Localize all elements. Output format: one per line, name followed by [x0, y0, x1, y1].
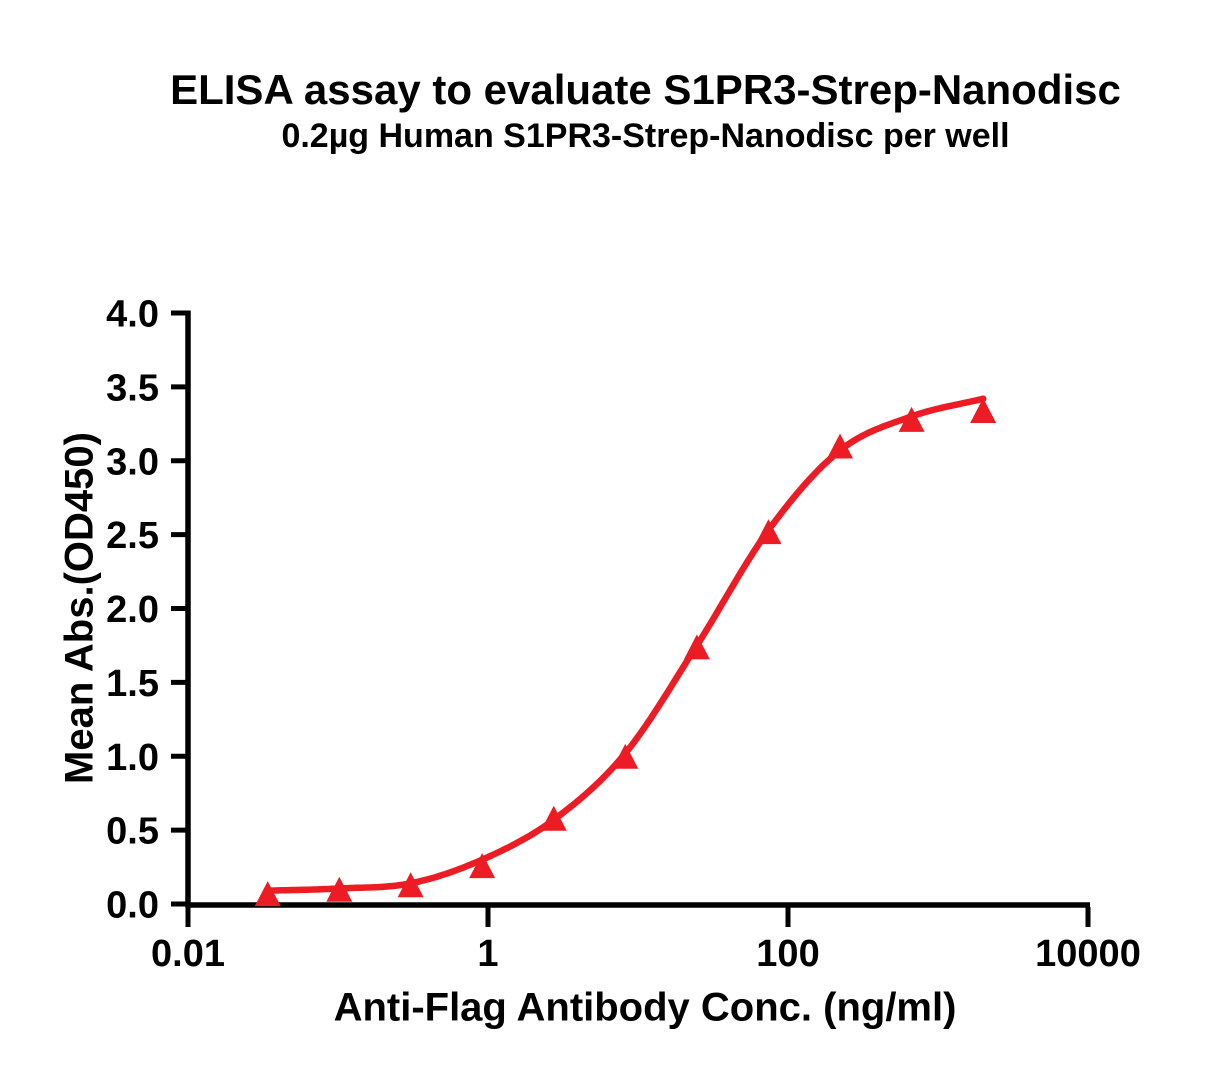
- y-tick-label: 1.0: [106, 737, 159, 779]
- y-tick-label: 4.0: [106, 294, 159, 336]
- y-tick-label: 2.0: [106, 589, 159, 631]
- data-point-marker: [970, 398, 997, 424]
- y-tick-label: 3.5: [106, 367, 159, 409]
- fit-curve: [264, 395, 987, 894]
- y-tick-label: 1.5: [106, 663, 159, 705]
- data-point-marker: [683, 634, 710, 660]
- chart-subtitle: 0.2µg Human S1PR3-Strep-Nanodisc per wel…: [281, 117, 1010, 156]
- x-tick-label: 10000: [1035, 933, 1141, 975]
- data-point-marker: [612, 743, 639, 769]
- chart-title: ELISA assay to evaluate S1PR3-Strep-Nano…: [170, 66, 1121, 113]
- x-axis-title: Anti-Flag Antibody Conc. (ng/ml): [333, 985, 957, 1030]
- data-point-marker: [326, 876, 353, 902]
- data-point-marker: [254, 881, 281, 907]
- y-tick-label: 0.5: [106, 811, 159, 853]
- chart-header: ELISA assay to evaluate S1PR3-Strep-Nano…: [74, 66, 1217, 156]
- y-tick-label: 0.0: [106, 885, 159, 927]
- data-point-marker: [755, 519, 782, 545]
- data-point-marker: [469, 853, 496, 879]
- data-point-marker: [898, 406, 925, 432]
- data-point-marker: [827, 433, 854, 459]
- y-tick-label: 2.5: [106, 515, 159, 557]
- y-tick-label: 3.0: [106, 441, 159, 483]
- data-point-marker: [397, 872, 424, 898]
- x-tick-label: 100: [756, 933, 819, 975]
- data-point-marker: [540, 805, 567, 831]
- x-tick-label: 1: [477, 933, 498, 975]
- x-tick-label: 0.01: [151, 933, 225, 975]
